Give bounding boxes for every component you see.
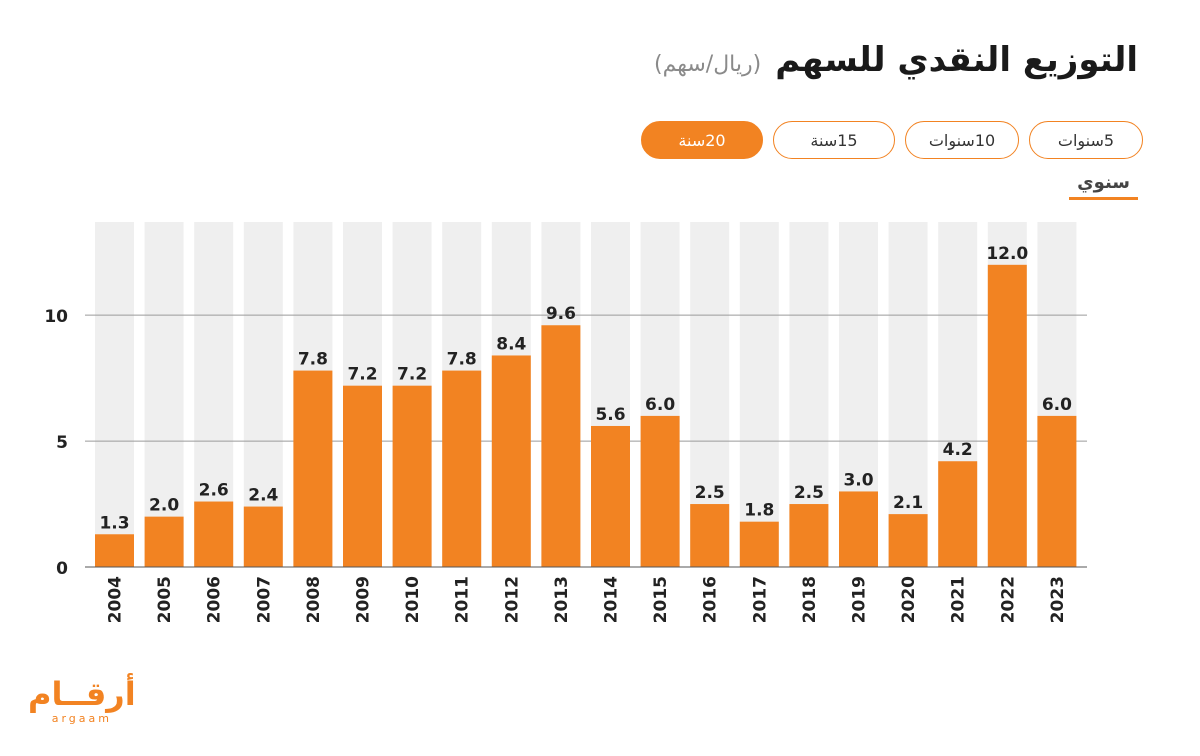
data-label: 12.0: [986, 244, 1028, 264]
bar: [640, 415, 680, 567]
column-background: [144, 222, 184, 567]
x-tick-label: 2020: [899, 576, 919, 623]
tab-20-years[interactable]: 20سنة: [641, 121, 763, 159]
bar: [739, 521, 779, 567]
x-tick-label: 2010: [403, 576, 423, 623]
data-label: 7.8: [447, 350, 477, 370]
bar: [1037, 415, 1077, 567]
x-tick-label: 2013: [552, 576, 572, 623]
bar: [789, 504, 829, 567]
bar: [95, 534, 134, 567]
x-tick-label: 2005: [155, 576, 175, 623]
bar: [591, 425, 630, 567]
data-label: 8.4: [496, 334, 526, 354]
bar: [243, 506, 283, 567]
data-label: 3.0: [843, 470, 873, 490]
bar: [194, 501, 234, 567]
y-tick-label: 0: [56, 559, 68, 579]
bar: [343, 385, 382, 567]
x-tick-label: 2007: [254, 576, 274, 623]
data-label: 2.5: [695, 483, 725, 503]
x-tick-label: 2018: [800, 576, 820, 623]
data-label: 1.8: [744, 501, 774, 521]
x-tick-label: 2009: [354, 576, 374, 623]
chart-unit: (ريال/سهم): [653, 52, 762, 77]
bar: [392, 385, 432, 567]
logo-arabic: أرقــام: [28, 675, 136, 713]
x-tick-label: 2008: [304, 576, 324, 623]
x-tick-label: 2021: [949, 576, 969, 623]
bar: [987, 264, 1027, 567]
chart-title: التوزيع النقدي للسهم: [775, 40, 1138, 80]
y-tick-label: 5: [56, 433, 68, 453]
data-label: 7.2: [347, 365, 377, 385]
x-tick-label: 2014: [602, 576, 622, 623]
column-background: [95, 222, 134, 567]
tab-15-years[interactable]: 15سنة: [773, 121, 895, 159]
bar: [888, 514, 928, 567]
x-tick-label: 2022: [998, 576, 1018, 623]
bar: [938, 461, 978, 567]
frequency-tab-annual[interactable]: سنوي: [1069, 172, 1138, 200]
x-tick-label: 2004: [106, 576, 126, 623]
data-label: 4.2: [943, 440, 973, 460]
x-tick-label: 2012: [502, 576, 522, 623]
bar: [442, 370, 482, 567]
tab-5-years[interactable]: 5سنوات: [1029, 121, 1143, 159]
bar: [144, 516, 184, 567]
data-label: 2.5: [794, 483, 824, 503]
data-label: 6.0: [645, 395, 675, 415]
bar: [293, 370, 333, 567]
data-label: 7.2: [397, 365, 427, 385]
column-background: [888, 222, 928, 567]
x-tick-label: 2019: [850, 576, 870, 623]
bar: [491, 355, 531, 567]
argaam-logo: أرقــام argaam: [28, 678, 136, 725]
bar: [541, 325, 581, 567]
data-label: 6.0: [1042, 395, 1072, 415]
column-background: [739, 222, 779, 567]
data-label: 9.6: [546, 304, 576, 324]
bar: [690, 504, 730, 567]
y-tick-label: 10: [44, 307, 68, 327]
data-label: 2.1: [893, 493, 923, 513]
x-tick-label: 2023: [1048, 576, 1068, 623]
bar: [839, 491, 878, 567]
x-tick-label: 2011: [453, 576, 473, 623]
x-tick-label: 2016: [701, 576, 721, 623]
x-tick-label: 2015: [651, 576, 671, 623]
data-label: 2.4: [248, 486, 278, 506]
data-label: 2.6: [199, 481, 229, 501]
data-label: 5.6: [595, 405, 625, 425]
data-label: 7.8: [298, 350, 328, 370]
x-tick-label: 2006: [205, 576, 225, 623]
chart-header: التوزيع النقدي للسهم (ريال/سهم): [654, 40, 1138, 80]
x-tick-label: 2017: [750, 576, 770, 623]
logo-latin: argaam: [51, 712, 112, 725]
period-tabs: 5سنوات 10سنوات 15سنة 20سنة: [641, 121, 1143, 159]
tab-10-years[interactable]: 10سنوات: [905, 121, 1019, 159]
data-label: 1.3: [99, 513, 129, 533]
data-label: 2.0: [149, 496, 179, 516]
